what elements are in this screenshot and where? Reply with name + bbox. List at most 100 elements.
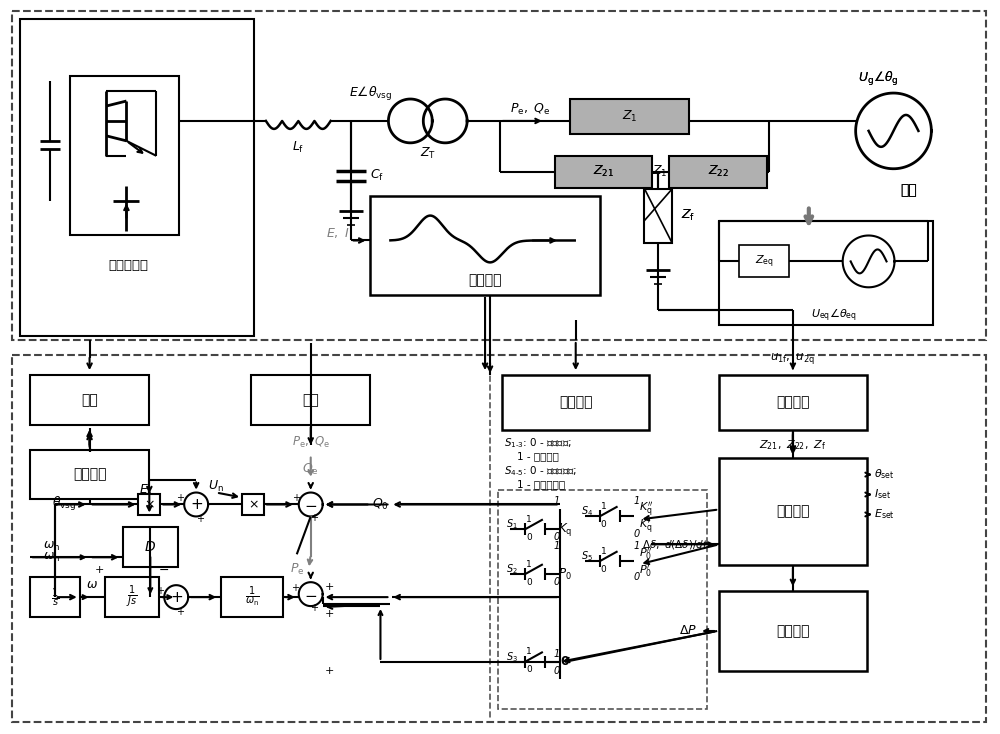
Text: 0: 0 — [633, 529, 640, 539]
Bar — [123, 528, 178, 567]
Text: $+$: $+$ — [324, 608, 334, 619]
Text: $\theta_{\rm vsg}$: $\theta_{\rm vsg}$ — [52, 495, 76, 514]
Text: $\Delta P$: $\Delta P$ — [679, 625, 697, 638]
Text: 0: 0 — [554, 666, 560, 676]
Text: $+$: $+$ — [291, 581, 300, 592]
Text: $Z_{\rm f}$: $Z_{\rm f}$ — [681, 208, 695, 223]
Text: $+$: $+$ — [310, 602, 319, 613]
Text: $Q_0$: $Q_0$ — [372, 497, 389, 512]
Text: 0: 0 — [601, 520, 606, 529]
Text: $Z_{21},\ Z_{22},\ Z_{\rm f}$: $Z_{21},\ Z_{22},\ Z_{\rm f}$ — [759, 437, 826, 451]
Text: $Z_{\rm T}$: $Z_{\rm T}$ — [420, 146, 436, 161]
Text: 行波检测: 行波检测 — [468, 273, 502, 287]
Text: $\omega_{\rm n}$: $\omega_{\rm n}$ — [43, 539, 60, 553]
Text: $\omega$: $\omega$ — [86, 578, 98, 591]
Text: 1: 1 — [554, 541, 560, 551]
Text: 0: 0 — [633, 573, 640, 582]
Text: 1: 1 — [526, 515, 532, 524]
Text: 1: 1 — [633, 496, 640, 506]
Text: $S_1$: $S_1$ — [506, 517, 518, 531]
Text: 故障测量: 故障测量 — [776, 395, 810, 409]
Text: $S_{1\text{-}3}$: 0 - 正常状态;: $S_{1\text{-}3}$: 0 - 正常状态; — [504, 436, 572, 450]
Bar — [70, 76, 179, 236]
Text: $+$: $+$ — [170, 589, 183, 605]
Text: 切换逻辑: 切换逻辑 — [559, 395, 592, 409]
Bar — [105, 577, 159, 617]
Text: 电网: 电网 — [900, 184, 917, 197]
Text: $E\angle\theta_{\rm vsg}$: $E\angle\theta_{\rm vsg}$ — [349, 85, 392, 103]
Text: $Z_{22}$: $Z_{22}$ — [708, 164, 729, 179]
Text: $S_2$: $S_2$ — [506, 562, 518, 576]
Text: $\times$: $\times$ — [144, 498, 155, 511]
Text: $+$: $+$ — [310, 512, 319, 523]
Text: $D$: $D$ — [144, 540, 156, 554]
Bar — [498, 490, 707, 709]
Text: $U_{\rm g}\angle\theta_{\rm g}$: $U_{\rm g}\angle\theta_{\rm g}$ — [858, 70, 899, 88]
Bar — [719, 375, 867, 430]
Text: $+$: $+$ — [94, 564, 105, 575]
Bar — [739, 245, 789, 277]
Text: $S_{4\text{-}5}$: 0 - 故障发生中;: $S_{4\text{-}5}$: 0 - 故障发生中; — [504, 464, 577, 478]
Bar — [221, 577, 283, 617]
Text: 虚拟同步机: 虚拟同步机 — [108, 259, 148, 272]
Text: $I_{\rm set}$: $I_{\rm set}$ — [874, 487, 891, 501]
Text: 1: 1 — [526, 647, 532, 656]
Text: $\theta_{\rm set}$: $\theta_{\rm set}$ — [874, 468, 894, 482]
Text: 反馈控制: 反馈控制 — [776, 624, 810, 638]
Bar — [242, 493, 264, 515]
Text: 双环控制: 双环控制 — [73, 468, 106, 482]
Bar — [370, 196, 600, 295]
Text: $U_{\rm eq}\angle\theta_{\rm eq}$: $U_{\rm eq}\angle\theta_{\rm eq}$ — [811, 307, 857, 324]
Text: 1: 1 — [554, 496, 560, 506]
Text: $K_{\rm q}'$: $K_{\rm q}'$ — [639, 517, 653, 536]
Bar — [669, 156, 767, 188]
Text: $\omega_{\rm n}$: $\omega_{\rm n}$ — [43, 550, 60, 564]
Bar — [30, 577, 80, 617]
Text: 电网: 电网 — [900, 184, 917, 197]
Text: $S_5$: $S_5$ — [581, 549, 593, 563]
Text: $\Delta\delta,\ d(\Delta\delta)/dt$: $\Delta\delta,\ d(\Delta\delta)/dt$ — [642, 538, 709, 550]
Text: $Z_{21}$: $Z_{21}$ — [593, 164, 614, 179]
Text: $-$: $-$ — [304, 497, 317, 512]
Bar — [719, 220, 933, 325]
Text: $K_{\rm q}$: $K_{\rm q}$ — [558, 521, 572, 538]
Text: $+$: $+$ — [196, 513, 205, 524]
Text: $Z_1$: $Z_1$ — [622, 109, 637, 123]
Text: 调制: 调制 — [81, 393, 98, 407]
Text: 参数设计: 参数设计 — [776, 504, 810, 518]
Bar — [12, 355, 986, 722]
Bar — [555, 156, 652, 188]
Text: $+$: $+$ — [176, 606, 185, 617]
Text: 0: 0 — [526, 533, 532, 542]
Text: $Z_{22}$: $Z_{22}$ — [708, 164, 729, 179]
Bar — [30, 450, 149, 500]
Text: 1: 1 — [526, 560, 532, 569]
Text: $+$: $+$ — [324, 665, 334, 676]
Text: 0: 0 — [554, 577, 560, 587]
Bar — [138, 493, 160, 515]
Bar — [251, 375, 370, 425]
Text: $S_4$: $S_4$ — [581, 504, 593, 518]
Text: 1 - 故障切线后: 1 - 故障切线后 — [517, 479, 565, 490]
Text: $E$: $E$ — [139, 483, 149, 496]
Text: $+$: $+$ — [156, 585, 165, 596]
Text: $L_{\rm f}$: $L_{\rm f}$ — [292, 140, 304, 156]
Text: 1: 1 — [601, 547, 606, 556]
Text: $\mathbf{0}$: $\mathbf{0}$ — [560, 655, 570, 669]
Text: $Q_{\rm e}$: $Q_{\rm e}$ — [302, 462, 319, 477]
Text: 1: 1 — [633, 541, 640, 551]
Text: 0: 0 — [601, 564, 606, 574]
Text: $+$: $+$ — [176, 492, 185, 503]
Text: $\frac{1}{s}$: $\frac{1}{s}$ — [51, 586, 59, 608]
Text: $K_{\rm q}''$: $K_{\rm q}''$ — [639, 500, 654, 519]
Text: $E,\ I$: $E,\ I$ — [326, 225, 349, 239]
Text: $-$: $-$ — [304, 586, 317, 602]
Text: $E_{\rm set}$: $E_{\rm set}$ — [874, 507, 894, 521]
Bar — [502, 375, 649, 430]
Text: $\times$: $\times$ — [248, 498, 258, 511]
Text: $Z_{21}$: $Z_{21}$ — [593, 164, 614, 179]
Text: $+$: $+$ — [190, 497, 203, 512]
Bar — [719, 458, 867, 565]
Text: $P_0$: $P_0$ — [558, 567, 572, 582]
Text: $\frac{1}{\omega_{\rm n}}$: $\frac{1}{\omega_{\rm n}}$ — [245, 585, 259, 609]
